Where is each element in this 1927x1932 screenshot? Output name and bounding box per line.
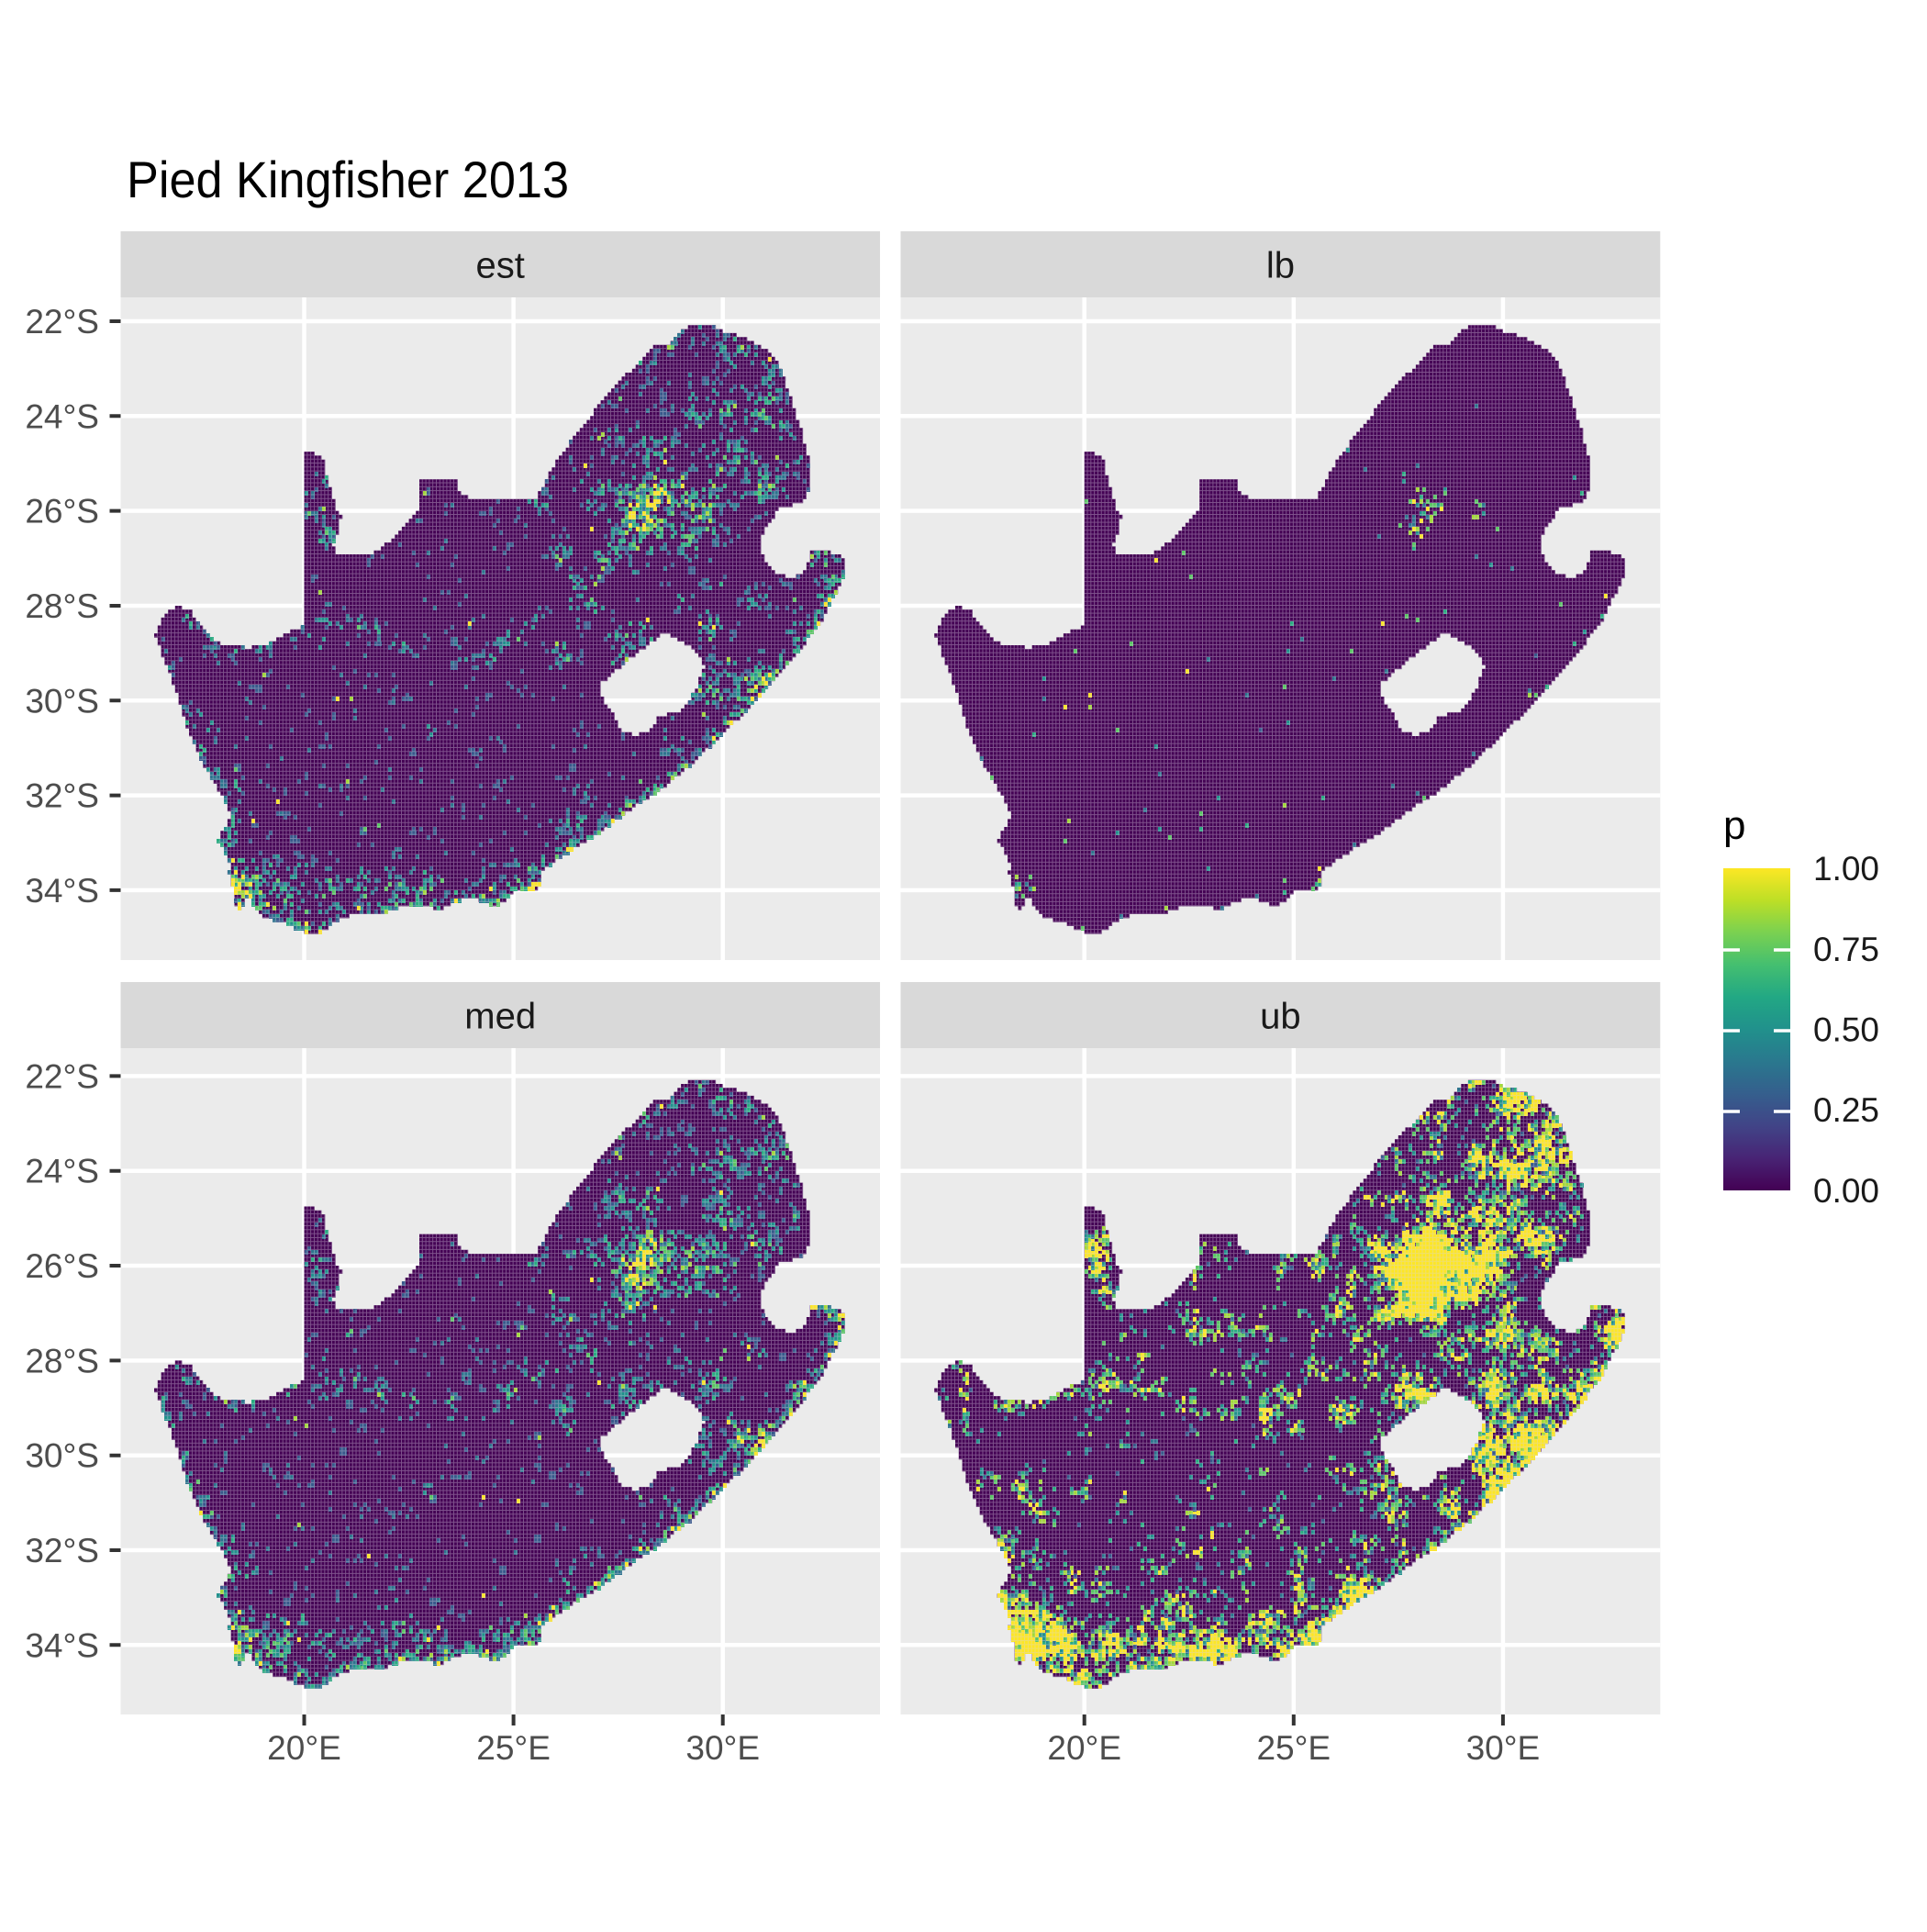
svg-text:30°E: 30°E xyxy=(685,1729,760,1767)
svg-text:28°S: 28°S xyxy=(25,587,99,625)
svg-text:20°E: 20°E xyxy=(1047,1729,1121,1767)
svg-text:30°S: 30°S xyxy=(25,682,99,720)
svg-text:32°S: 32°S xyxy=(25,1532,99,1569)
svg-text:Pied Kingfisher 2013: Pied Kingfisher 2013 xyxy=(127,151,569,208)
svg-text:30°S: 30°S xyxy=(25,1437,99,1475)
svg-text:24°S: 24°S xyxy=(25,1153,99,1190)
svg-text:26°S: 26°S xyxy=(25,1247,99,1285)
svg-text:32°S: 32°S xyxy=(25,777,99,815)
svg-text:0.75: 0.75 xyxy=(1813,931,1879,968)
svg-text:p: p xyxy=(1723,803,1745,848)
svg-text:1.00: 1.00 xyxy=(1813,850,1879,888)
svg-text:25°E: 25°E xyxy=(476,1729,551,1767)
svg-text:34°S: 34°S xyxy=(25,872,99,910)
svg-text:med: med xyxy=(464,997,536,1037)
svg-text:est: est xyxy=(476,246,525,286)
svg-text:lb: lb xyxy=(1266,246,1295,286)
svg-text:20°E: 20°E xyxy=(267,1729,341,1767)
svg-text:26°S: 26°S xyxy=(25,493,99,530)
svg-text:28°S: 28°S xyxy=(25,1342,99,1379)
svg-text:34°S: 34°S xyxy=(25,1626,99,1664)
svg-text:22°S: 22°S xyxy=(25,1057,99,1095)
svg-text:24°S: 24°S xyxy=(25,397,99,435)
svg-text:0.00: 0.00 xyxy=(1813,1172,1879,1210)
svg-text:ub: ub xyxy=(1260,997,1301,1037)
svg-text:30°E: 30°E xyxy=(1466,1729,1541,1767)
svg-text:22°S: 22°S xyxy=(25,303,99,341)
svg-text:25°E: 25°E xyxy=(1256,1729,1331,1767)
svg-text:0.50: 0.50 xyxy=(1813,1011,1879,1049)
svg-text:0.25: 0.25 xyxy=(1813,1091,1879,1129)
